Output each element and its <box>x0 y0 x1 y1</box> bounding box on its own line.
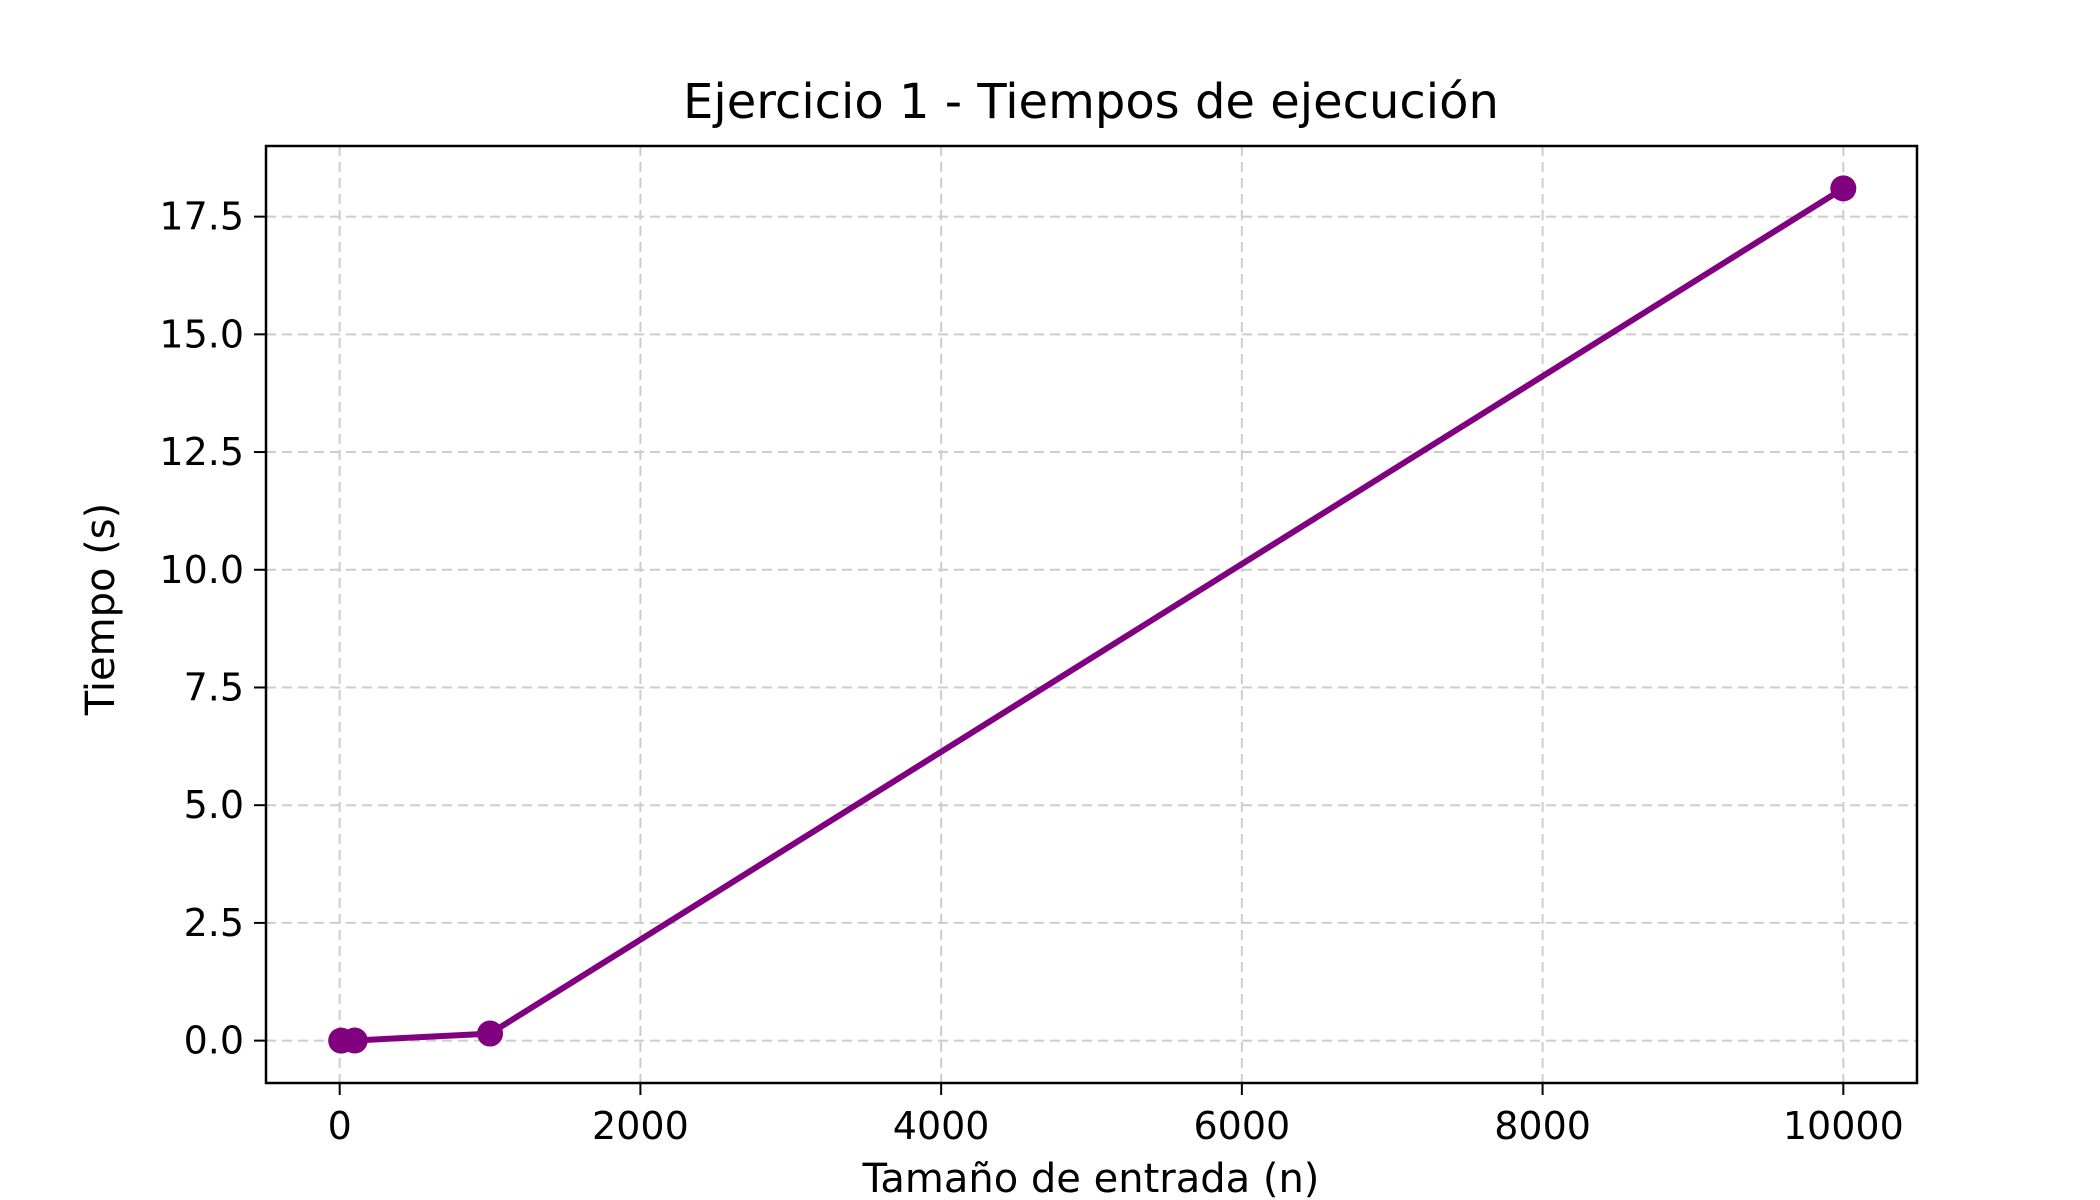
grid-lines <box>266 146 1917 1083</box>
y-tick-label: 15.0 <box>159 312 244 356</box>
x-axis-label: Tamaño de entrada (n) <box>862 1156 1320 1200</box>
y-tick-label: 2.5 <box>184 901 244 945</box>
data-point <box>1830 175 1857 202</box>
y-tick-label: 0.0 <box>184 1019 244 1063</box>
data-point <box>341 1027 368 1054</box>
x-tick-label: 10000 <box>1783 1104 1904 1148</box>
plot-frame <box>264 144 1919 1085</box>
data-point <box>477 1020 504 1047</box>
y-tick-label: 5.0 <box>184 783 244 827</box>
y-tick-label: 10.0 <box>159 548 244 592</box>
chart-title: Ejercicio 1 - Tiempos de ejecución <box>683 74 1499 130</box>
x-tick-label: 8000 <box>1494 1104 1591 1148</box>
x-tick-label: 0 <box>328 1104 352 1148</box>
x-tick-label: 6000 <box>1194 1104 1291 1148</box>
x-tick-label: 2000 <box>592 1104 689 1148</box>
y-tick-label: 17.5 <box>159 195 244 239</box>
y-tick-label: 12.5 <box>159 430 244 474</box>
y-tick-label: 7.5 <box>184 665 244 709</box>
y-axis-label: Tiempo (s) <box>78 503 124 717</box>
data-series <box>328 175 1857 1054</box>
axis-ticks: 0 2000 4000 6000 8000 10000 0.0 2.5 5.0 7.5 10.0 12… <box>159 195 1903 1148</box>
x-tick-label: 4000 <box>893 1104 990 1148</box>
